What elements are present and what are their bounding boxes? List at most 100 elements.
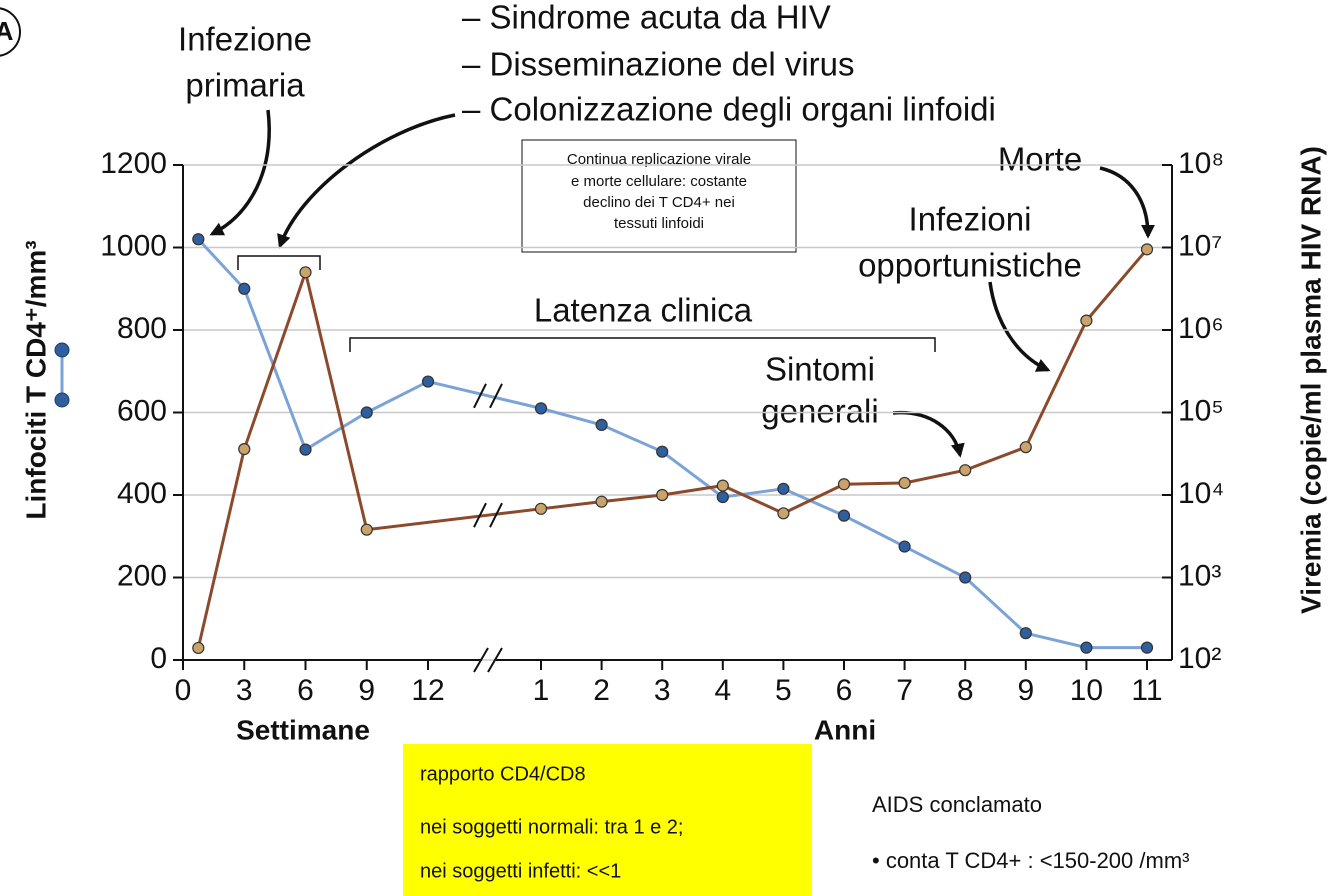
arrow: [892, 411, 965, 458]
point: [777, 507, 790, 520]
point: [534, 402, 548, 415]
note-text: tessuti linfoidi: [614, 215, 704, 232]
annotation: Infezioni: [909, 201, 1032, 238]
legend-icon: [54, 392, 70, 408]
point: [595, 418, 608, 431]
highlight-box: [403, 744, 812, 896]
bracket: [349, 337, 936, 352]
line-connector: [427, 380, 542, 410]
arrow: [209, 109, 271, 236]
point: [1019, 627, 1032, 640]
point: [299, 266, 312, 279]
line-break: [473, 502, 503, 528]
point: [959, 571, 972, 584]
point: [360, 406, 373, 419]
y2-axis-label: Viremia (copie/ml plasma HIV RNA): [1295, 146, 1326, 614]
point: [1080, 314, 1093, 327]
x-tick-label: 3: [236, 674, 253, 707]
note-text: nei soggetti infetti: <<1: [420, 860, 621, 882]
point: [360, 523, 373, 536]
y-tick-label: 200: [117, 559, 167, 592]
point: [192, 233, 205, 246]
bracket: [237, 255, 321, 270]
note-text: nei soggetti normali: tra 1 e 2;: [420, 816, 683, 838]
x-tick-label: 12: [411, 674, 444, 707]
x-tick-label: 3: [654, 674, 671, 707]
point: [595, 495, 608, 508]
series-line: [540, 406, 1147, 650]
point: [837, 478, 851, 491]
y2-tick-label: 10⁴: [1178, 477, 1224, 510]
point: [192, 641, 205, 655]
axis-break: [473, 647, 503, 673]
annotation: Infezione: [178, 21, 312, 58]
point: [898, 540, 911, 553]
annotation: Latenza clinica: [534, 292, 753, 329]
note-text: AIDS conclamato: [872, 792, 1042, 817]
point: [716, 490, 729, 504]
y2-tick-label: 10⁸: [1178, 147, 1224, 180]
x-tick-label: 4: [714, 674, 731, 707]
point: [421, 375, 435, 388]
x-tick-label: 8: [957, 674, 974, 707]
y-tick-label: 600: [117, 394, 167, 427]
arrow: [988, 281, 1051, 372]
y-tick-label: 0: [150, 642, 167, 675]
point: [959, 464, 972, 477]
annotation: – Sindrome acuta da HIV: [462, 0, 831, 36]
y2-tick-label: 10⁷: [1178, 229, 1222, 262]
y-axis-label: Linfociti T CD4⁺/mm³: [20, 240, 51, 519]
y-tick-label: 800: [117, 312, 167, 345]
note-text: declino dei T CD4+ nei: [583, 194, 735, 211]
y2-tick-label: 10²: [1178, 642, 1221, 675]
x-tick-label: 0: [175, 674, 192, 707]
point: [1140, 641, 1154, 654]
y-tick-label: 1200: [100, 147, 167, 180]
x-tick-label: 5: [775, 674, 792, 707]
point: [238, 443, 251, 456]
x-tick-label: 11: [1131, 674, 1162, 707]
annotation: primaria: [185, 67, 305, 104]
legend-icon: [54, 342, 70, 358]
series-line: [197, 238, 429, 452]
annotation: Morte: [998, 141, 1082, 178]
note-text: e morte cellulare: costante: [571, 173, 747, 190]
point: [1019, 441, 1032, 454]
note-text: rapporto CD4/CD8: [420, 763, 586, 785]
x-tick-label: 2: [593, 674, 610, 707]
x-tick-label: 6: [836, 674, 853, 707]
panel-badge: [0, 7, 21, 57]
y2-tick-label: 10⁶: [1178, 312, 1224, 345]
point: [1080, 641, 1093, 654]
x-tick-label: 6: [297, 674, 314, 707]
panel-label: A: [0, 16, 14, 46]
x-tick-label: 9: [358, 674, 375, 707]
x-axis-label: Settimane: [236, 714, 370, 745]
point: [299, 443, 312, 456]
point: [898, 476, 911, 490]
x-tick-label: 10: [1070, 674, 1103, 707]
y2-tick-label: 10³: [1178, 559, 1221, 592]
line-connector: [366, 507, 542, 532]
x-tick-label: 9: [1017, 674, 1034, 707]
series-line: [196, 266, 369, 649]
x-tick-label: 1: [533, 674, 550, 707]
point: [656, 445, 669, 458]
note-text: • conta T CD4+ : <150-200 /mm³: [872, 848, 1190, 873]
note-box: [521, 139, 797, 253]
annotation: Sintomi: [765, 351, 875, 388]
y2-tick-label: 10⁵: [1178, 394, 1224, 427]
point: [837, 509, 851, 522]
annotation: – Disseminazione del virus: [462, 46, 855, 83]
arrow: [1099, 166, 1155, 239]
y-tick-label: 1000: [100, 229, 167, 262]
annotation: generali: [761, 393, 878, 430]
point: [656, 488, 669, 502]
x-axis-label: Anni: [814, 714, 876, 745]
point: [1140, 243, 1154, 256]
annotation: opportunistiche: [858, 247, 1082, 284]
note-text: Continua replicazione virale: [567, 151, 751, 168]
annotation: – Colonizzazione degli organi linfoidi: [462, 91, 996, 128]
